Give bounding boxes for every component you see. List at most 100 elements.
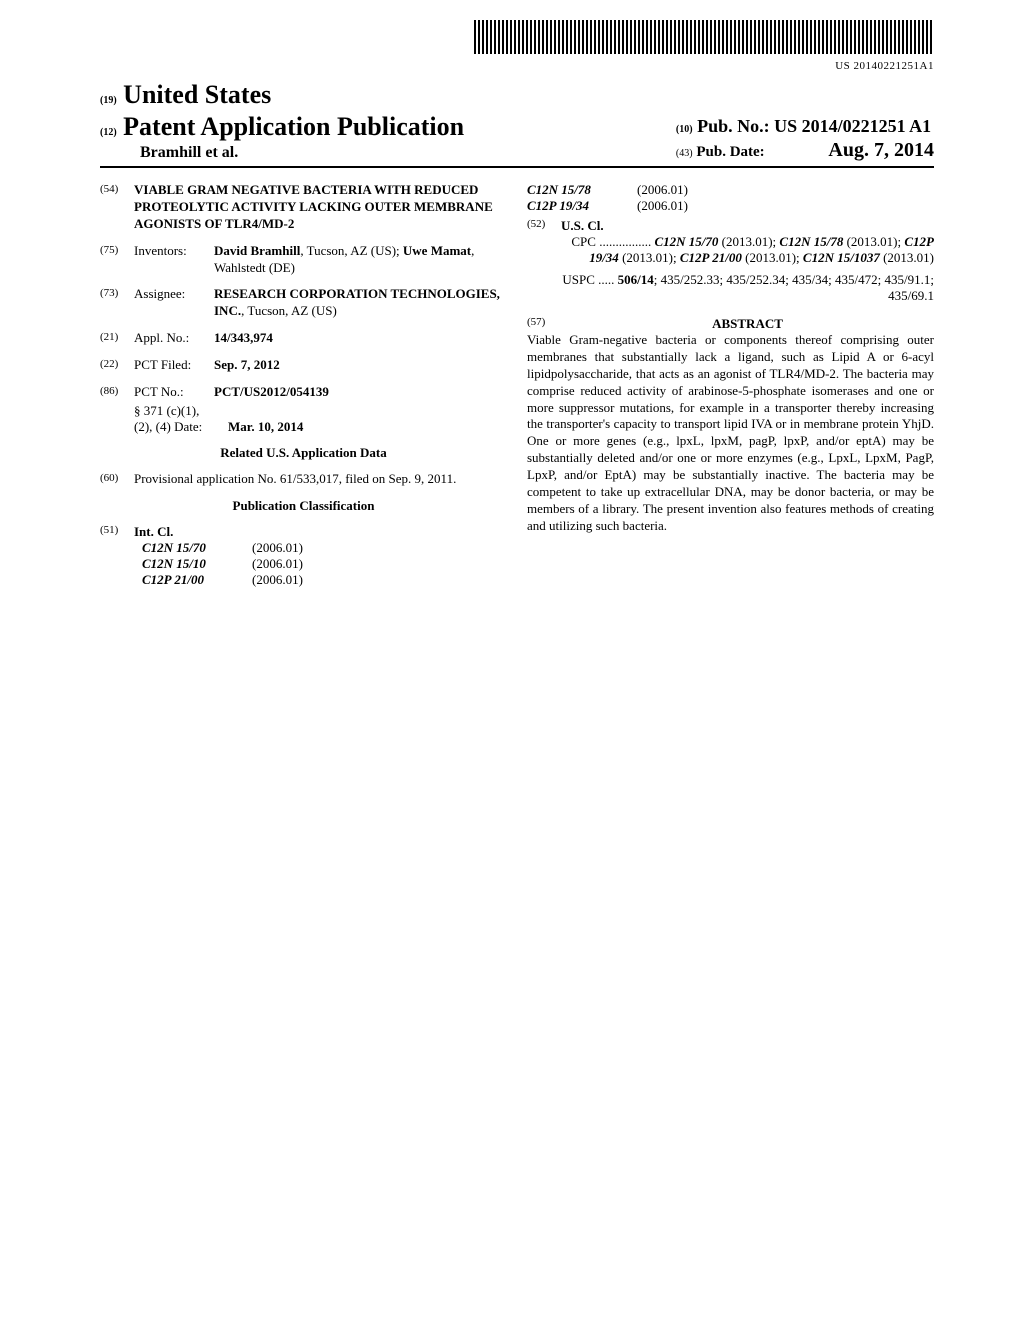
country: United States <box>123 80 271 109</box>
intcl-row-2: C12P 21/00 (2006.01) <box>100 572 507 588</box>
assignee-num: (73) <box>100 286 134 320</box>
intcl-code-1: C12N 15/10 <box>142 556 252 572</box>
abstract-num: (57) <box>527 316 561 332</box>
cpc-block: CPC ................ C12N 15/70 (2013.01… <box>527 234 934 266</box>
pctno-label: PCT No.: <box>134 384 214 401</box>
cpc-y4: (2013.01) <box>883 250 934 265</box>
assignee-field: (73) Assignee: RESEARCH CORPORATION TECH… <box>100 286 507 320</box>
doc-type-line: (12) Patent Application Publication <box>100 112 464 142</box>
pctno-value: PCT/US2012/054139 <box>214 384 507 401</box>
intcl-code-0: C12N 15/70 <box>142 540 252 556</box>
pubno-prefix: (10) <box>676 124 693 135</box>
provisional-num: (60) <box>100 471 134 488</box>
intcl-label: Int. Cl. <box>134 524 173 540</box>
header: (19) United States (12) Patent Applicati… <box>100 80 934 168</box>
uspc-block: USPC ..... 506/14; 435/252.33; 435/252.3… <box>527 272 934 304</box>
doc-type: Patent Application Publication <box>123 112 464 141</box>
content-columns: (54) VIABLE GRAM NEGATIVE BACTERIA WITH … <box>100 182 934 588</box>
header-right: (10) Pub. No.: US 2014/0221251 A1 (43) P… <box>676 116 934 162</box>
uscl-header: (52) U.S. Cl. <box>527 218 934 234</box>
assignee-loc: , Tucson, AZ (US) <box>241 303 337 318</box>
pub-date-line: (43) Pub. Date: Aug. 7, 2014 <box>676 139 934 162</box>
cpc-dots: ................ <box>596 234 655 249</box>
applno-field: (21) Appl. No.: 14/343,974 <box>100 330 507 347</box>
related-header: Related U.S. Application Data <box>100 445 507 461</box>
cpc-y0: (2013.01) <box>722 234 773 249</box>
provisional-field: (60) Provisional application No. 61/533,… <box>100 471 507 488</box>
intcl-row-0: C12N 15/70 (2006.01) <box>100 540 507 556</box>
inventor-2: Uwe Mamat <box>403 243 471 258</box>
authors: Bramhill et al. <box>100 144 464 162</box>
pctno-sub2-value: Mar. 10, 2014 <box>228 419 303 435</box>
intcl-code-2: C12P 21/00 <box>142 572 252 588</box>
applno-label: Appl. No.: <box>134 330 214 347</box>
barcode <box>474 20 934 54</box>
pctno-field: (86) PCT No.: PCT/US2012/054139 <box>100 384 507 401</box>
uspc-rest: ; 435/252.33; 435/252.34; 435/34; 435/47… <box>654 272 934 303</box>
uscl-num: (52) <box>527 218 561 234</box>
uspc-label: USPC <box>562 272 595 287</box>
applno-num: (21) <box>100 330 134 347</box>
title-field: (54) VIABLE GRAM NEGATIVE BACTERIA WITH … <box>100 182 507 233</box>
country-line: (19) United States <box>100 80 464 110</box>
cpc-4: C12N 15/1037 <box>803 250 880 265</box>
pubno: US 2014/0221251 A1 <box>774 116 931 136</box>
intcl-code-3: C12N 15/78 <box>527 182 637 198</box>
cpc-y3: (2013.01) <box>745 250 796 265</box>
abstract-text: Viable Gram-negative bacteria or compone… <box>527 332 934 535</box>
intcl-num: (51) <box>100 524 134 540</box>
pctno-num: (86) <box>100 384 134 401</box>
intcl-row-3: C12N 15/78 (2006.01) <box>527 182 934 198</box>
uspc-dots: ..... <box>595 272 618 287</box>
uspc-bold: 506/14 <box>618 272 654 287</box>
cpc-0: C12N 15/70 <box>654 234 718 249</box>
pctno-sub1: § 371 (c)(1), <box>100 403 507 419</box>
inventors-num: (75) <box>100 243 134 277</box>
cpc-label: CPC <box>571 234 596 249</box>
cpc-1: C12N 15/78 <box>779 234 843 249</box>
pctno-sub2-label: (2), (4) Date: <box>134 419 228 435</box>
left-column: (54) VIABLE GRAM NEGATIVE BACTERIA WITH … <box>100 182 507 588</box>
pctfiled-field: (22) PCT Filed: Sep. 7, 2012 <box>100 357 507 374</box>
title-num: (54) <box>100 182 134 233</box>
inventors-field: (75) Inventors: David Bramhill, Tucson, … <box>100 243 507 277</box>
doc-type-prefix: (12) <box>100 127 117 138</box>
intcl-ver-3: (2006.01) <box>637 182 688 198</box>
pubdate-label: Pub. Date: <box>696 144 764 160</box>
inventor-1-loc: , Tucson, AZ (US); <box>300 243 403 258</box>
inventor-1: David Bramhill <box>214 243 300 258</box>
pubdate-prefix: (43) <box>676 148 693 159</box>
cpc-y2: (2013.01) <box>622 250 673 265</box>
abstract-label: ABSTRACT <box>561 316 934 332</box>
intcl-row-4: C12P 19/34 (2006.01) <box>527 198 934 214</box>
pubdate: Aug. 7, 2014 <box>828 139 934 161</box>
title-text: VIABLE GRAM NEGATIVE BACTERIA WITH REDUC… <box>134 182 507 233</box>
intcl-ver-4: (2006.01) <box>637 198 688 214</box>
assignee-label: Assignee: <box>134 286 214 320</box>
barcode-region: US 20140221251A1 <box>100 20 934 72</box>
intcl-ver-2: (2006.01) <box>252 572 303 588</box>
cpc-y1: (2013.01) <box>847 234 898 249</box>
abstract-header: (57) ABSTRACT <box>527 316 934 332</box>
cpc-3: C12P 21/00 <box>680 250 742 265</box>
header-left: (19) United States (12) Patent Applicati… <box>100 80 464 162</box>
pctfiled-value: Sep. 7, 2012 <box>214 357 507 374</box>
pub-no-line: (10) Pub. No.: US 2014/0221251 A1 <box>676 116 934 137</box>
inventors-value: David Bramhill, Tucson, AZ (US); Uwe Mam… <box>214 243 507 277</box>
country-prefix: (19) <box>100 95 117 106</box>
intcl-ver-0: (2006.01) <box>252 540 303 556</box>
provisional-text: Provisional application No. 61/533,017, … <box>134 471 507 488</box>
barcode-text: US 20140221251A1 <box>100 60 934 72</box>
assignee-value: RESEARCH CORPORATION TECHNOLOGIES, INC.,… <box>214 286 507 320</box>
applno-value: 14/343,974 <box>214 330 507 347</box>
inventors-label: Inventors: <box>134 243 214 277</box>
pctfiled-num: (22) <box>100 357 134 374</box>
intcl-row-1: C12N 15/10 (2006.01) <box>100 556 507 572</box>
intcl-ver-1: (2006.01) <box>252 556 303 572</box>
uscl-label: U.S. Cl. <box>561 218 604 234</box>
intcl-code-4: C12P 19/34 <box>527 198 637 214</box>
pubclass-header: Publication Classification <box>100 498 507 514</box>
pubno-label: Pub. No.: <box>697 116 770 136</box>
intcl-header: (51) Int. Cl. <box>100 524 507 540</box>
pctfiled-label: PCT Filed: <box>134 357 214 374</box>
